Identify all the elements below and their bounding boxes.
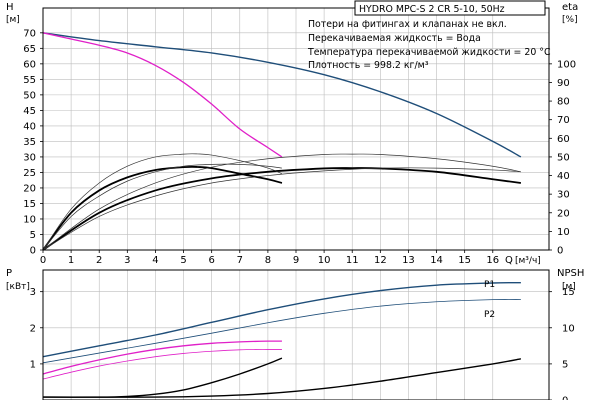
y-right-tick-label: 80 (557, 97, 570, 108)
y-left-tick-label: 60 (23, 59, 36, 70)
x-tick-label: 10 (318, 255, 331, 266)
y-right-unit: [%] (562, 15, 578, 25)
note-liquid: Перекачиваемая жидкость = Вода (308, 33, 481, 44)
series-line (42, 167, 522, 251)
x-tick-label: 15 (458, 255, 471, 266)
note-density: Плотность = 998.2 кг/м³ (308, 60, 429, 71)
y-left-tick-label: 10 (23, 214, 36, 225)
upper-left-tick-labels: 0 5 10 15 20 25 30 35 40 45 50 55 60 65 70 (23, 28, 36, 256)
p-tick-label: 3 (30, 287, 36, 298)
p-axis-label: P (6, 268, 12, 279)
y-right-tick-label: 10 (557, 227, 570, 238)
y-left-tick-label: 15 (23, 199, 36, 210)
series-line (42, 32, 522, 158)
x-tick-label: 12 (374, 255, 387, 266)
y-left-unit: [м] (6, 15, 20, 25)
lower-series-line (42, 299, 521, 364)
y-left-label: H (6, 2, 14, 13)
series-line (42, 153, 283, 251)
y-left-tick-label: 30 (23, 152, 36, 163)
npsh-tick-label: 5 (562, 359, 568, 370)
y-left-tick-label: 70 (23, 28, 36, 39)
x-tick-label: 1 (68, 255, 74, 266)
y-right-tick-label: 50 (557, 152, 570, 163)
lower-series (42, 281, 522, 398)
series-label-p1: P1 (484, 280, 495, 290)
y-left-tick-label: 55 (23, 75, 36, 86)
y-left-tick-label: 50 (23, 90, 36, 101)
upper-right-tick-labels: 0 10 20 30 40 50 60 70 80 90 100 (557, 59, 576, 256)
note-temperature: Температура перекачиваемой жидкости = 20… (307, 47, 551, 58)
lower-series-line (42, 340, 282, 375)
p-tick-label: 2 (30, 323, 36, 334)
y-right-tick-label: 70 (557, 115, 570, 126)
series-label-p2: P2 (484, 310, 495, 320)
y-left-tick-label: 20 (23, 183, 36, 194)
p-tick-label: 1 (30, 359, 36, 370)
upper-grid (40, 8, 552, 253)
x-tick-label: 14 (430, 255, 443, 266)
lower-grid (40, 270, 552, 401)
npsh-axis-unit: [м] (562, 282, 576, 292)
x-tick-label: 16 (486, 255, 499, 266)
y-right-tick-label: 40 (557, 171, 570, 182)
x-tick-label: 11 (346, 255, 359, 266)
title-box (354, 0, 546, 16)
y-left-tick-label: 45 (23, 106, 36, 117)
x-tick-label: 7 (237, 255, 243, 266)
x-label: Q (505, 255, 513, 266)
chart-title: HYDRO MPC-S 2 CR 5-10, 50Hz (359, 4, 505, 15)
upper-x-tick-labels: 0 1 2 3 4 5 6 7 8 9 10 11 12 13 14 15 16 (40, 255, 499, 266)
series-line (42, 163, 282, 251)
y-left-tick-label: 35 (23, 137, 36, 148)
y-right-label: eta (562, 2, 578, 13)
x-tick-label: 0 (40, 255, 46, 266)
upper-plot-frame (42, 7, 550, 251)
x-tick-label: 9 (293, 255, 299, 266)
npsh-tick-label: 15 (562, 287, 575, 298)
series-line (42, 153, 521, 251)
y-right-tick-label: 20 (557, 208, 570, 219)
npsh-axis-label: NPSH (557, 268, 584, 279)
series-line (42, 32, 283, 158)
lower-series-line (42, 349, 282, 380)
x-tick-label: 3 (124, 255, 130, 266)
p-axis-unit: [кВт] (6, 282, 30, 292)
x-tick-label: 2 (96, 255, 102, 266)
note-fittings: Потери на фитингах и клапанах не вкл. (308, 19, 507, 30)
y-left-tick-label: 25 (23, 168, 36, 179)
x-tick-label: 8 (265, 255, 271, 266)
x-tick-label: 5 (180, 255, 186, 266)
npsh-tick-label: 0 (562, 396, 568, 401)
lower-series-line (42, 281, 521, 358)
series-line (42, 165, 283, 251)
y-right-tick-label: 90 (557, 78, 570, 89)
lower-right-tick-labels: 0 5 10 15 (562, 287, 575, 405)
x-tick-label: 6 (208, 255, 214, 266)
x-tick-label: 13 (402, 255, 415, 266)
y-right-tick-label: 30 (557, 190, 570, 201)
x-tick-label: 4 (152, 255, 158, 266)
y-right-tick-label: 60 (557, 134, 570, 145)
y-left-tick-label: 0 (30, 246, 36, 257)
y-right-tick-label: 0 (557, 246, 563, 257)
npsh-tick-label: 10 (562, 323, 575, 334)
y-right-tick-label: 100 (557, 59, 576, 70)
lower-series-line (42, 358, 522, 398)
upper-series (42, 32, 522, 251)
x-unit: [м³/ч] (515, 256, 541, 266)
y-left-tick-label: 5 (30, 230, 36, 241)
y-left-tick-label: 40 (23, 121, 36, 132)
lower-left-tick-labels: 1 2 3 (30, 287, 36, 370)
series-line (42, 167, 521, 251)
y-left-tick-label: 65 (23, 44, 36, 55)
